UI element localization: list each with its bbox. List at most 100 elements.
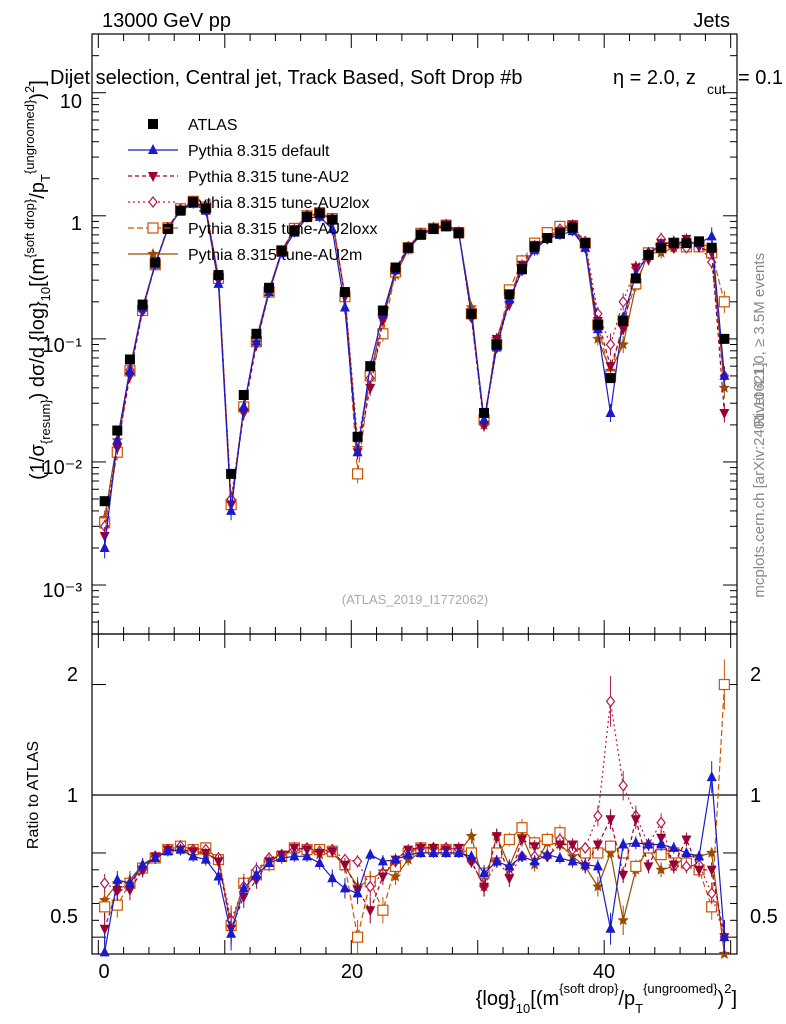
ratio-point: [592, 840, 603, 851]
data-point: [694, 236, 705, 247]
data-point: [605, 362, 616, 373]
ratio-point: [314, 848, 325, 859]
data-point: [99, 496, 110, 507]
data-point: [264, 282, 275, 293]
side-label-mcplots: mcplots.cern.ch [arXiv:2401.10621]: [751, 362, 768, 597]
data-point: [706, 242, 717, 253]
x-axis-label: {log}10[(m{soft drop}/pT{ungroomed})2]: [476, 981, 737, 1016]
ratio-point: [529, 855, 540, 866]
data-point: [479, 413, 490, 424]
series-line-3: [104, 201, 725, 527]
legend-entry-3: Pythia 8.315 tune-AU2lox: [128, 195, 369, 212]
ratio-point: [656, 816, 666, 829]
ratio-point: [605, 815, 616, 826]
ratio-point: [351, 931, 364, 943]
ratio-line-3: [104, 701, 725, 938]
ratio-point: [605, 922, 616, 933]
data-point: [339, 301, 350, 312]
data-point: [517, 263, 527, 274]
data-point: [719, 408, 730, 419]
legend-marker: [148, 172, 158, 182]
data-point: [99, 541, 110, 552]
ratio-point: [428, 846, 439, 857]
data-point: [112, 425, 123, 436]
ratio-point: [630, 836, 641, 847]
ratio-point: [630, 815, 641, 826]
ratio-point: [213, 857, 224, 868]
data-point: [365, 361, 376, 372]
y-tick-label-1e-2: 10⁻²: [43, 457, 83, 479]
plot-title: Dijet selection, Central jet, Track Base…: [50, 67, 783, 97]
data-point: [605, 338, 616, 351]
ratio-point: [643, 862, 654, 873]
legend-label: Pythia 8.315 tune-AU2m: [188, 247, 362, 264]
y-tick-label-10: 10: [60, 91, 82, 113]
ratio-point: [681, 860, 692, 873]
ratio-point: [112, 886, 123, 896]
header-right: Jets: [693, 10, 730, 32]
ratio-point: [668, 860, 679, 871]
data-point: [226, 468, 237, 479]
ratio-point: [706, 846, 718, 858]
series-line-1: [104, 203, 725, 549]
data-point: [124, 354, 135, 365]
legend: ATLAS Pythia 8.315 default Pythia 8.315 tu…: [128, 117, 377, 264]
data-point: [554, 228, 565, 239]
ratio-point: [365, 906, 376, 917]
side-label-rivet: Rivet 4.1.0, ≥ 3.5M events: [751, 253, 768, 427]
ratio-point: [200, 853, 211, 864]
ratio-point: [592, 880, 604, 892]
data-point: [352, 431, 363, 442]
data-point: [251, 335, 262, 346]
ratio-panel-frame: [91, 633, 738, 955]
data-point: [466, 308, 477, 319]
data-point: [162, 224, 173, 235]
ratio-point: [604, 840, 617, 852]
legend-marker: [148, 119, 158, 129]
ratio-series-1: [99, 761, 730, 957]
data-point: [351, 468, 364, 480]
data-point: [99, 532, 110, 543]
ratio-point: [542, 848, 553, 859]
data-point: [605, 373, 616, 384]
series-0: [99, 196, 730, 507]
data-point: [213, 270, 224, 281]
main-panel-marks: [98, 195, 731, 559]
ratio-series-4: [99, 659, 730, 954]
ratio-point: [213, 870, 224, 881]
ratio-point: [339, 882, 350, 893]
ratio-point: [302, 850, 312, 861]
data-point: [718, 381, 731, 393]
data-point: [226, 504, 237, 515]
ratio-point: [718, 678, 730, 691]
ratio-point: [656, 838, 667, 849]
title-tail: = 0.1: [738, 67, 783, 89]
ratio-point: [517, 835, 527, 846]
data-point: [137, 299, 148, 310]
legend-entry-5: Pythia 8.315 tune-AU2m: [128, 247, 362, 264]
ratio-point: [377, 855, 388, 866]
data-point: [542, 233, 553, 244]
title-params: η = 2.0, z: [613, 67, 696, 89]
ratio-point: [618, 779, 628, 792]
ratio-point: [377, 872, 388, 883]
ratio-point: [251, 868, 262, 879]
ratio-point: [99, 924, 110, 935]
ratio-point: [276, 852, 287, 862]
data-point: [200, 203, 211, 214]
ratio-point: [226, 927, 237, 938]
ratio-point: [504, 860, 515, 871]
analysis-watermark: (ATLAS_2019_I1772062): [342, 592, 488, 607]
legend-label: ATLAS: [188, 117, 238, 134]
ratio-point: [137, 858, 148, 869]
ratio-point: [655, 849, 667, 861]
legend-entry-2: Pythia 8.315 tune-AU2: [128, 169, 349, 186]
ratio-point: [694, 865, 705, 876]
data-point: [339, 287, 350, 298]
ratio-point: [188, 850, 199, 861]
ratio-point: [567, 855, 578, 866]
ratio-series-2: [99, 809, 730, 954]
data-point: [681, 238, 692, 249]
ratio-point: [618, 870, 629, 881]
